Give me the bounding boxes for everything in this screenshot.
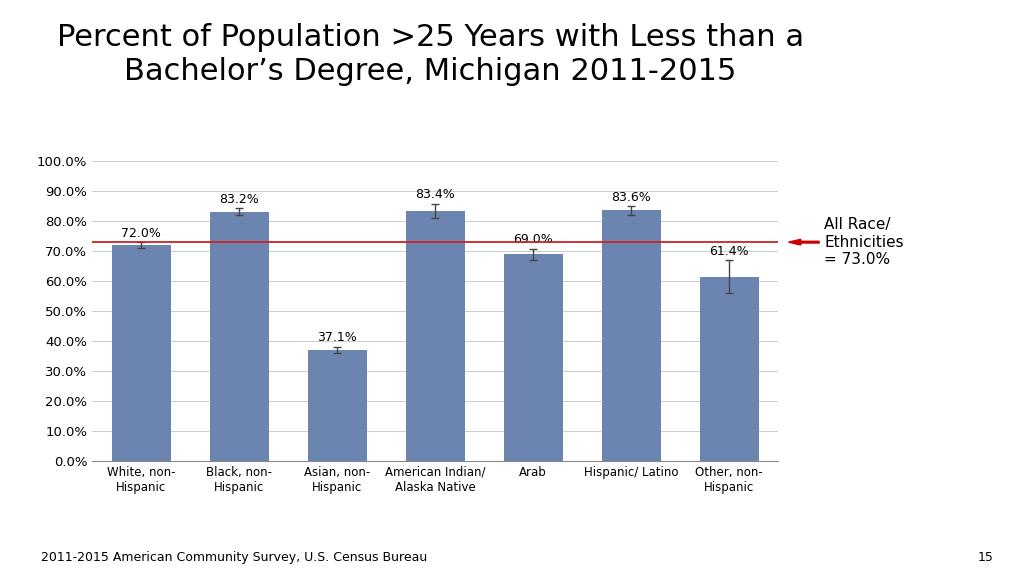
Text: Percent of Population >25 Years with Less than a
Bachelor’s Degree, Michigan 201: Percent of Population >25 Years with Les… [56, 23, 804, 86]
Text: 83.4%: 83.4% [416, 188, 455, 201]
Text: 37.1%: 37.1% [317, 331, 357, 344]
Text: 61.4%: 61.4% [710, 245, 749, 258]
Bar [699, 277, 759, 461]
Text: 72.0%: 72.0% [121, 227, 161, 240]
Bar [504, 254, 562, 461]
Text: 15: 15 [977, 551, 993, 564]
Bar [112, 245, 171, 461]
Text: 83.2%: 83.2% [219, 192, 259, 206]
Text: 83.6%: 83.6% [611, 191, 651, 203]
Text: 69.0%: 69.0% [513, 233, 553, 247]
Text: 2011-2015 American Community Survey, U.S. Census Bureau: 2011-2015 American Community Survey, U.S… [41, 551, 427, 564]
Bar [406, 211, 465, 461]
Bar [308, 350, 367, 461]
Bar [210, 211, 268, 461]
Text: All Race/
Ethnicities
= 73.0%: All Race/ Ethnicities = 73.0% [824, 217, 904, 267]
Bar [602, 210, 660, 461]
